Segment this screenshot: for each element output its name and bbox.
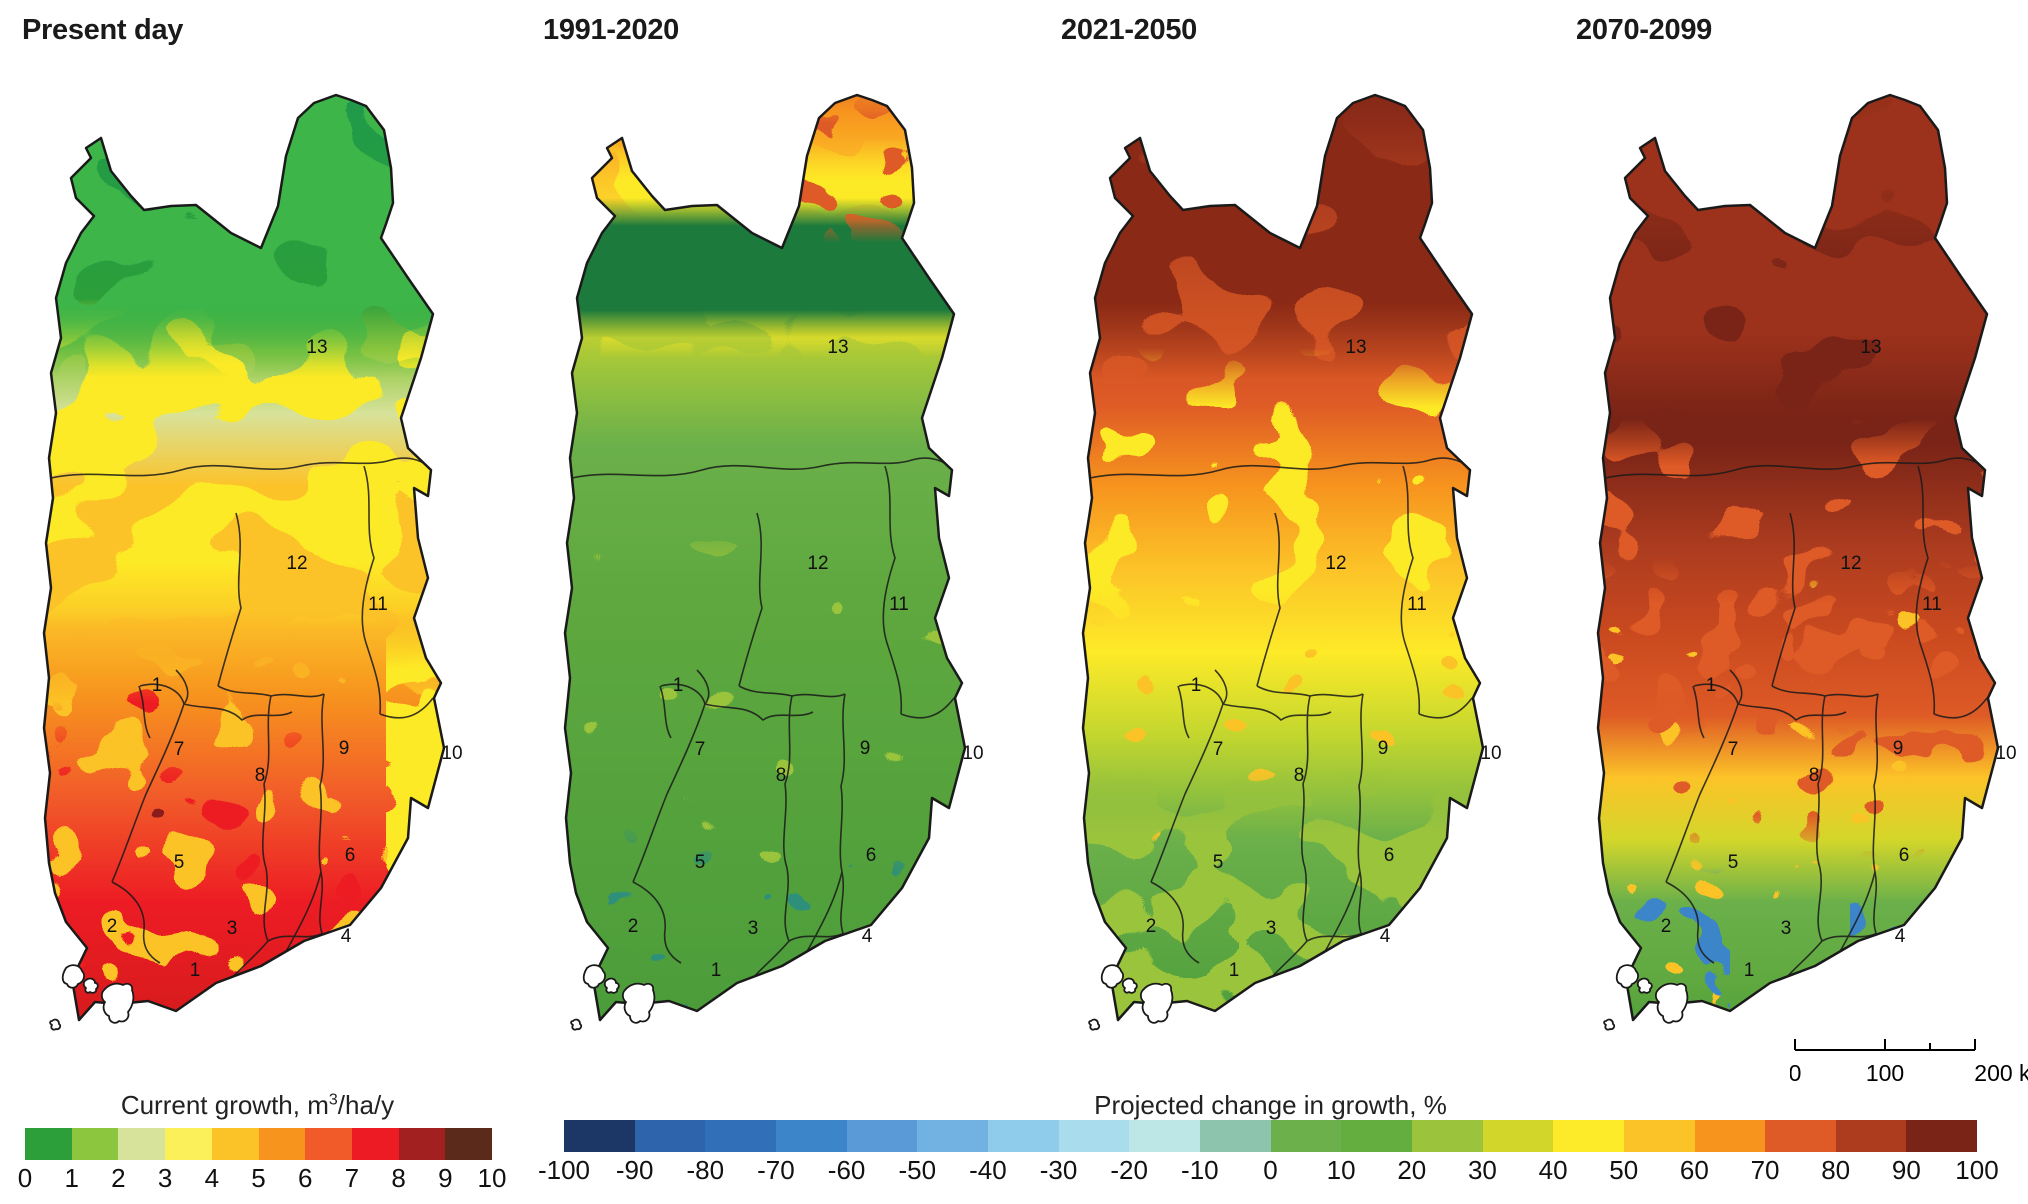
svg-text:11: 11 [1922,594,1942,615]
svg-text:10: 10 [1995,743,2016,764]
svg-text:11: 11 [368,594,388,615]
svg-text:10: 10 [1480,743,1501,764]
svg-text:11: 11 [889,594,909,615]
svg-text:1: 1 [1706,675,1717,696]
svg-text:12: 12 [807,553,828,574]
svg-text:13: 13 [306,337,327,358]
svg-text:4: 4 [862,926,873,947]
svg-text:8: 8 [776,765,787,786]
svg-text:4: 4 [341,926,352,947]
svg-text:6: 6 [1899,845,1910,866]
svg-text:2: 2 [107,916,118,937]
svg-text:5: 5 [1728,852,1739,873]
svg-text:6: 6 [1384,845,1395,866]
svg-text:12: 12 [1840,553,1861,574]
svg-text:9: 9 [1893,738,1904,759]
svg-text:4: 4 [1895,926,1906,947]
svg-text:4: 4 [1380,926,1391,947]
svg-text:1: 1 [673,675,684,696]
svg-text:2: 2 [1661,916,1672,937]
svg-text:5: 5 [174,852,185,873]
svg-text:12: 12 [286,553,307,574]
svg-text:13: 13 [1345,337,1366,358]
svg-text:7: 7 [1213,739,1224,760]
svg-text:6: 6 [345,845,356,866]
svg-text:7: 7 [174,739,185,760]
svg-text:1: 1 [1744,960,1755,981]
svg-text:13: 13 [827,337,848,358]
svg-text:11: 11 [1407,594,1427,615]
svg-text:10: 10 [962,743,983,764]
svg-text:1: 1 [1229,960,1240,981]
svg-text:13: 13 [1860,337,1881,358]
svg-text:1: 1 [1191,675,1202,696]
svg-text:9: 9 [339,738,350,759]
svg-text:7: 7 [695,739,706,760]
svg-text:9: 9 [860,738,871,759]
svg-text:0: 0 [1790,1060,1801,1086]
svg-text:7: 7 [1728,739,1739,760]
svg-text:1: 1 [190,960,201,981]
svg-text:1: 1 [152,675,163,696]
svg-text:1: 1 [711,960,722,981]
svg-text:3: 3 [748,918,759,939]
svg-text:3: 3 [227,918,238,939]
svg-text:10: 10 [441,743,462,764]
svg-text:3: 3 [1266,918,1277,939]
svg-text:2: 2 [1146,916,1157,937]
svg-text:2: 2 [628,916,639,937]
svg-text:12: 12 [1325,553,1346,574]
svg-text:5: 5 [1213,852,1224,873]
svg-text:5: 5 [695,852,706,873]
svg-text:8: 8 [1809,765,1820,786]
svg-text:100: 100 [1866,1060,1904,1086]
svg-text:9: 9 [1378,738,1389,759]
svg-text:3: 3 [1781,918,1792,939]
svg-text:200 km: 200 km [1974,1060,2028,1086]
svg-text:8: 8 [1294,765,1305,786]
svg-text:8: 8 [255,765,266,786]
svg-text:6: 6 [866,845,877,866]
